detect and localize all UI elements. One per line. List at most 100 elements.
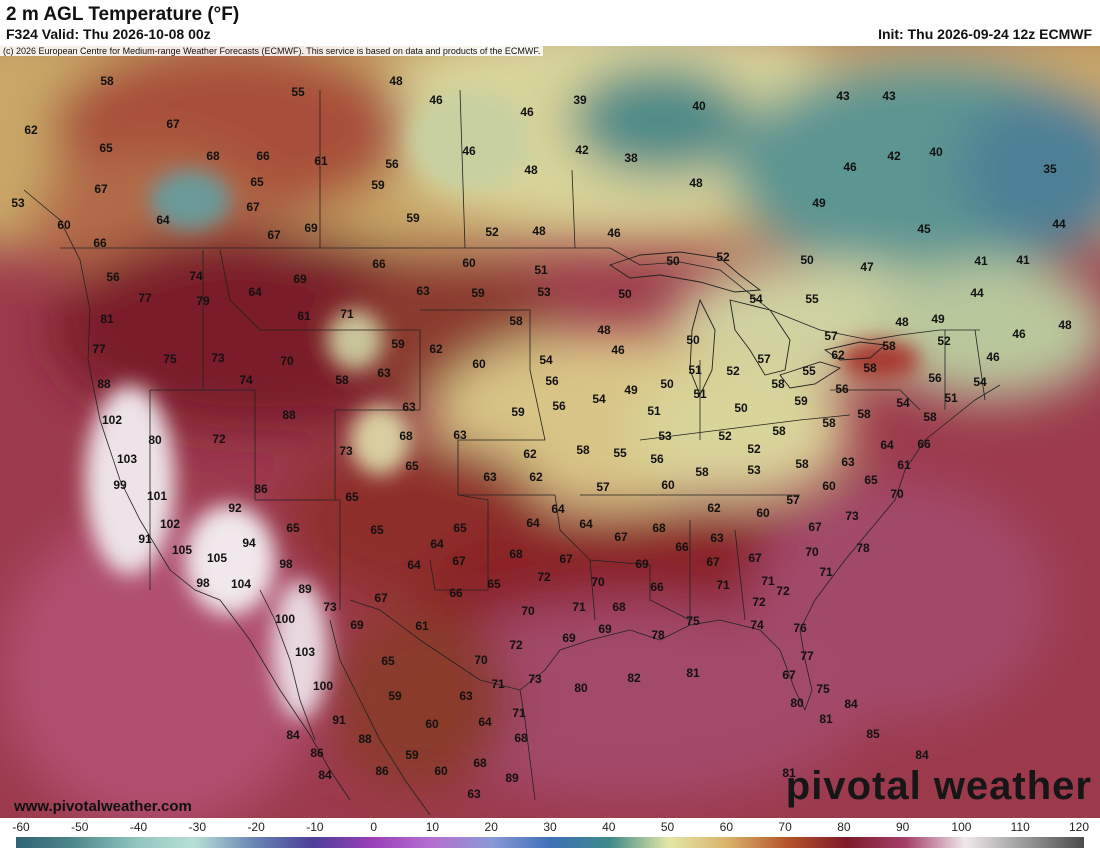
temperature-label: 63 xyxy=(453,428,467,442)
temperature-label: 42 xyxy=(575,143,589,157)
temperature-label: 69 xyxy=(350,618,364,632)
temperature-label: 59 xyxy=(471,286,485,300)
temperature-label: 46 xyxy=(429,93,443,107)
temperature-label: 39 xyxy=(573,93,587,107)
temperature-label: 68 xyxy=(206,149,220,163)
temperature-label: 65 xyxy=(453,521,467,535)
temperature-label: 75 xyxy=(816,682,830,696)
temperature-label: 58 xyxy=(923,410,937,424)
temperature-label: 50 xyxy=(618,287,632,301)
temperature-label: 64 xyxy=(248,285,262,299)
temperature-label: 72 xyxy=(212,432,226,446)
temperature-label: 86 xyxy=(375,764,389,778)
temperature-label: 56 xyxy=(650,452,664,466)
temperature-label: 105 xyxy=(207,551,227,565)
temperature-label: 50 xyxy=(800,253,814,267)
temperature-label: 63 xyxy=(377,366,391,380)
temperature-label: 86 xyxy=(310,746,324,760)
temperature-label: 48 xyxy=(524,163,538,177)
temperature-label: 67 xyxy=(808,520,822,534)
temperature-label: 73 xyxy=(339,444,353,458)
temperature-label: 64 xyxy=(551,502,565,516)
temperature-label: 38 xyxy=(624,151,638,165)
temperature-label: 59 xyxy=(406,211,420,225)
temperature-label: 62 xyxy=(523,447,537,461)
temperature-label: 53 xyxy=(11,196,25,210)
temperature-label: 55 xyxy=(802,364,816,378)
temperature-label: 56 xyxy=(385,157,399,171)
temperature-label: 62 xyxy=(529,470,543,484)
legend-tick-label: 100 xyxy=(951,820,972,834)
temperature-label: 63 xyxy=(483,470,497,484)
temperature-label: 100 xyxy=(313,679,333,693)
temperature-label: 66 xyxy=(93,236,107,250)
legend-tick-label: -50 xyxy=(71,820,89,834)
temperature-label: 64 xyxy=(430,537,444,551)
temperature-label: 58 xyxy=(695,465,709,479)
temperature-map[interactable]: 58 55 48 46 39 40 43 43 62 67 46 65 68 66 61 56 46 42 38 42… xyxy=(0,46,1100,818)
temperature-label: 62 xyxy=(24,123,38,137)
temperature-label: 52 xyxy=(485,225,499,239)
temperature-label: 58 xyxy=(576,443,590,457)
temperature-label: 45 xyxy=(917,222,931,236)
temperature-label: 72 xyxy=(752,595,766,609)
temperature-label: 58 xyxy=(335,373,349,387)
temperature-label: 68 xyxy=(509,547,523,561)
temperature-label: 67 xyxy=(166,117,180,131)
temperature-label: 67 xyxy=(374,591,388,605)
temperature-label: 60 xyxy=(472,357,486,371)
temperature-label: 35 xyxy=(1043,162,1057,176)
temperature-label: 59 xyxy=(511,405,525,419)
temperature-label: 71 xyxy=(491,677,505,691)
legend-tick-label: 80 xyxy=(837,820,851,834)
temperature-label: 56 xyxy=(835,382,849,396)
temperature-label: 46 xyxy=(986,350,1000,364)
temperature-label: 59 xyxy=(371,178,385,192)
temperature-label: 51 xyxy=(647,404,661,418)
temperature-label: 54 xyxy=(973,375,987,389)
temperature-label: 99 xyxy=(113,478,127,492)
temperature-label: 85 xyxy=(866,727,880,741)
temperature-label: 67 xyxy=(246,200,260,214)
temperature-label: 67 xyxy=(782,668,796,682)
map-title: 2 m AGL Temperature (°F) xyxy=(6,4,240,25)
temperature-label: 58 xyxy=(795,457,809,471)
temperature-label: 53 xyxy=(658,429,672,443)
temperature-label: 94 xyxy=(242,536,256,550)
temperature-label: 81 xyxy=(819,712,833,726)
temperature-label: 57 xyxy=(824,329,838,343)
temperature-label: 57 xyxy=(596,480,610,494)
temperature-label: 75 xyxy=(163,352,177,366)
temperature-label: 104 xyxy=(231,577,251,591)
temperature-label: 101 xyxy=(147,489,167,503)
temperature-label: 51 xyxy=(944,391,958,405)
hot-spots xyxy=(85,90,920,720)
temperature-label: 60 xyxy=(822,479,836,493)
temperature-label: 66 xyxy=(449,586,463,600)
temperature-label: 72 xyxy=(537,570,551,584)
legend-tick-label: 90 xyxy=(895,820,910,834)
temperature-label: 48 xyxy=(389,74,403,88)
temperature-label: 65 xyxy=(370,523,384,537)
temperature-label: 74 xyxy=(189,269,203,283)
temperature-label: 72 xyxy=(776,584,790,598)
temperature-label: 78 xyxy=(651,628,665,642)
temperature-label: 40 xyxy=(929,145,943,159)
temperature-label: 69 xyxy=(598,622,612,636)
legend-tick-label: -20 xyxy=(247,820,265,834)
temperature-label: 56 xyxy=(106,270,120,284)
temperature-label: 73 xyxy=(323,600,337,614)
temperature-label: 70 xyxy=(890,487,904,501)
temperature-label: 44 xyxy=(1052,217,1066,231)
temperature-label: 84 xyxy=(844,697,858,711)
temperature-label: 102 xyxy=(160,517,180,531)
temperature-label: 54 xyxy=(539,353,553,367)
temperature-label: 54 xyxy=(592,392,606,406)
temperature-label: 64 xyxy=(156,213,170,227)
temperature-label: 65 xyxy=(345,490,359,504)
temperature-label: 66 xyxy=(917,437,931,451)
website-link[interactable]: www.pivotalweather.com xyxy=(14,798,192,815)
temperature-label: 68 xyxy=(399,429,413,443)
temperature-label: 82 xyxy=(627,671,641,685)
